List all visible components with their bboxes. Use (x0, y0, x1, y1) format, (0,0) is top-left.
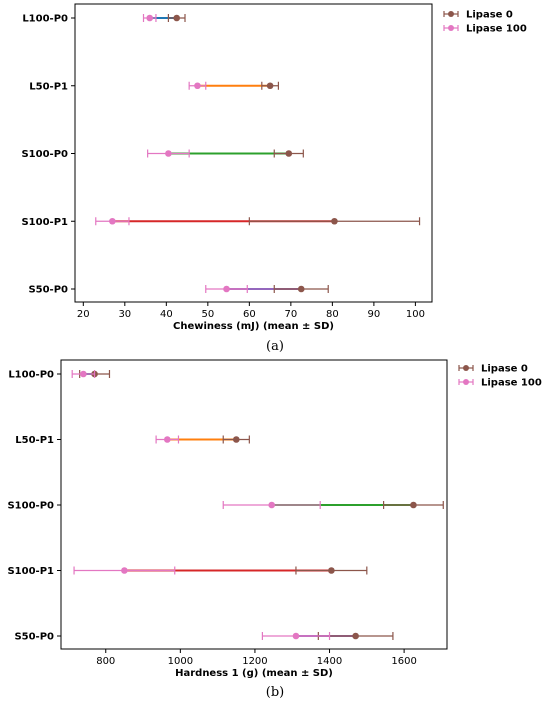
legend-marker-dot (463, 379, 469, 385)
caption-b: (b) (266, 685, 284, 700)
y-tick-label: S100-P0 (7, 501, 54, 512)
y-tick-label: L50-P1 (15, 435, 54, 446)
legend-label: Lipase 100 (466, 24, 527, 35)
lipase-0-point (173, 14, 181, 22)
chart-panel-a: 20 30 40 50 60 70 80 90 100 Chewiness (mJ) (mean … (21, 3, 527, 332)
lipase-100-point (121, 567, 128, 574)
x-tick-label: 80 (326, 309, 339, 320)
x-axis-label: Hardness 1 (g) (mean ± SD) (175, 668, 333, 679)
lipase-0-point (352, 632, 359, 640)
x-tick-label: 1600 (391, 656, 416, 667)
y-tick-label: L50-P1 (29, 81, 68, 92)
x-tick-label: 1400 (317, 656, 342, 667)
lipase-0-point (331, 217, 338, 225)
lipase-0-point (297, 285, 305, 293)
x-tick-label: 1000 (168, 656, 193, 667)
x-tick-label: 800 (96, 656, 115, 667)
x-tick-label: 40 (160, 309, 173, 320)
y-tick-label: S50-P0 (14, 632, 54, 643)
chart-panel-b: 800 1000 1200 1400 1600 Hardness 1 (g) (mean … (7, 359, 542, 679)
legend-marker-dot (463, 365, 469, 371)
lipase-0-point (285, 150, 293, 157)
lipase-100-point (194, 82, 201, 90)
x-tick-label: 50 (201, 309, 214, 320)
lipase-100-point (268, 501, 276, 509)
lipase-0-point (410, 501, 417, 509)
y-tick-label: L100-P0 (22, 14, 68, 25)
x-axis-label: Chewiness (mJ) (mean ± SD) (173, 321, 334, 332)
x-tick-label: 30 (118, 309, 131, 320)
y-tick-label: S100-P0 (21, 149, 68, 160)
lipase-100-point (109, 217, 116, 225)
x-tick-label: 20 (77, 309, 90, 320)
y-tick-label: S50-P0 (28, 285, 68, 296)
y-tick-label: L100-P0 (8, 370, 54, 381)
legend-label: Lipase 0 (481, 364, 528, 375)
lipase-100-point (163, 436, 171, 443)
x-tick-label: 60 (243, 309, 256, 320)
legend-marker-dot (448, 11, 454, 17)
lipase-100-point (292, 632, 300, 640)
x-tick-label: 70 (284, 309, 297, 320)
lipase-100-point (146, 14, 154, 22)
lipase-100-point (165, 150, 172, 157)
x-tick-label: 1200 (242, 656, 267, 667)
caption-a: (a) (266, 339, 284, 354)
lipase-0-point (232, 436, 240, 443)
lipase-100-point (80, 370, 87, 378)
legend-label: Lipase 100 (481, 378, 542, 389)
lipase-100-point (223, 285, 230, 293)
y-tick-label: S100-P1 (7, 566, 54, 577)
y-tick-label: S100-P1 (21, 217, 68, 228)
x-tick-label: 90 (368, 309, 381, 320)
legend-label: Lipase 0 (466, 10, 513, 21)
x-tick-label: 100 (406, 309, 425, 320)
lipase-0-point (266, 82, 274, 90)
lipase-0-point (328, 567, 335, 574)
legend-marker-dot (448, 25, 454, 31)
